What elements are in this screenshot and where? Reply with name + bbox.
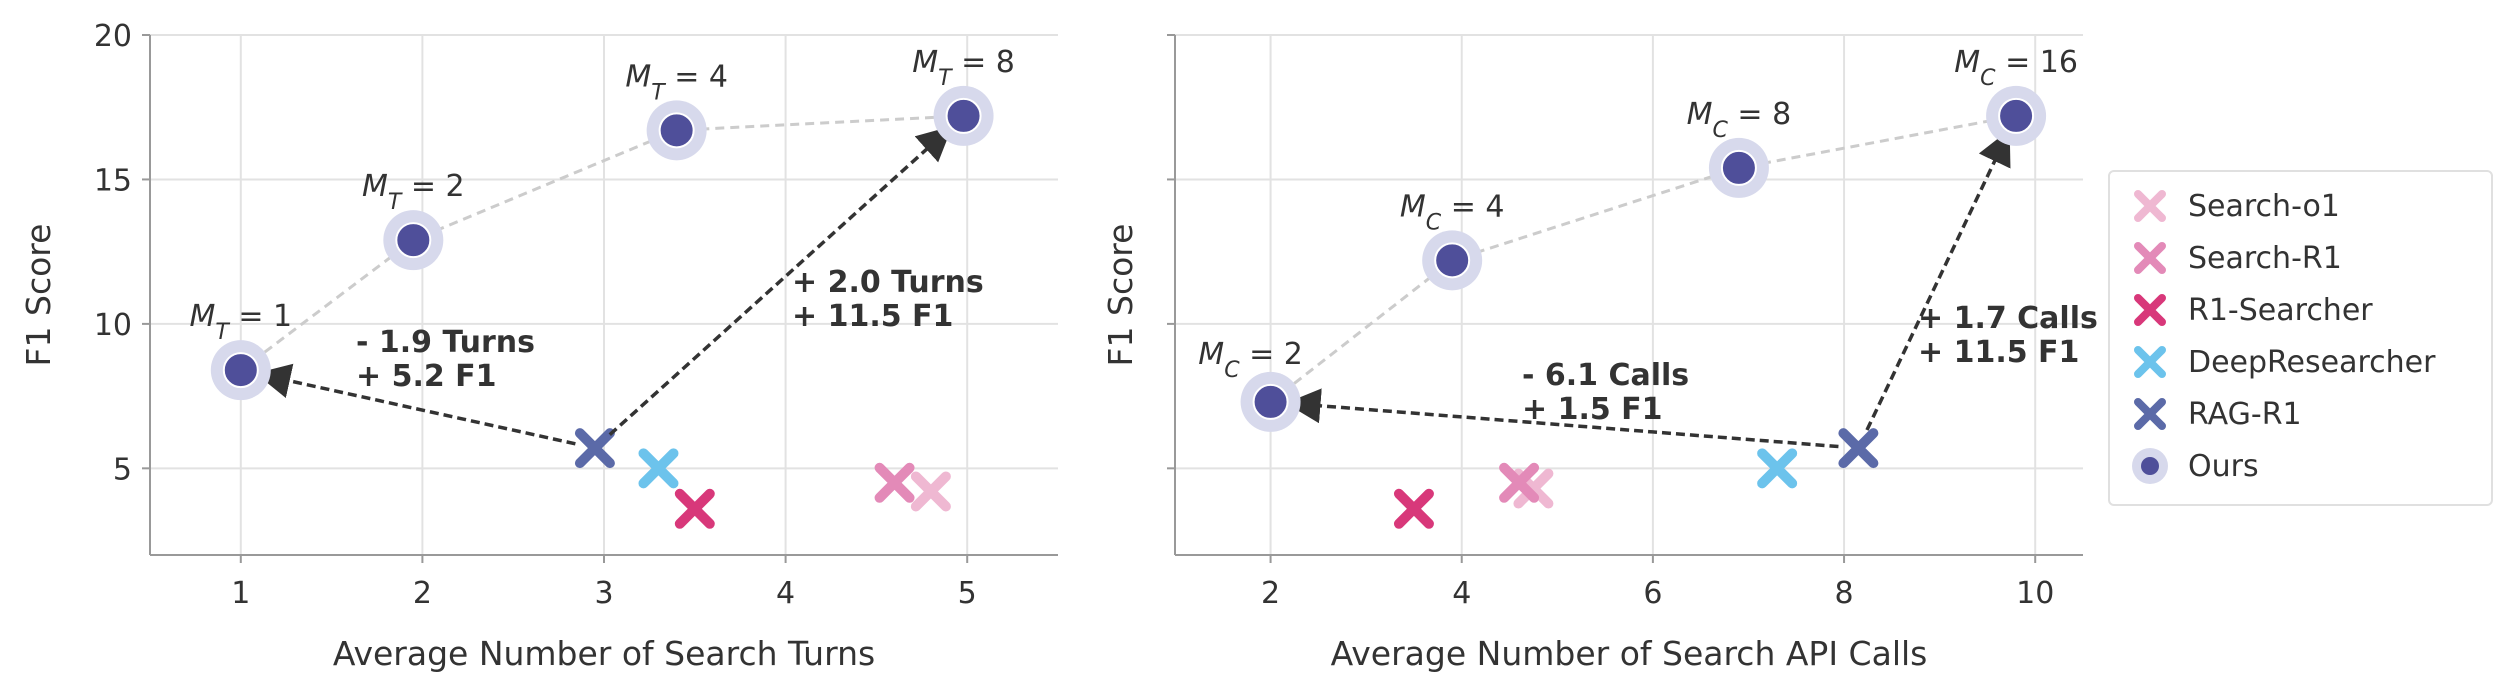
legend-label: Ours <box>2188 448 2259 484</box>
baseline-point-rag-r1 <box>574 428 615 469</box>
ours-point-label: MT = 4 <box>625 59 728 105</box>
y-tick-label: 10 <box>94 308 132 343</box>
annotation-line2: + 11.5 F1 <box>792 299 953 334</box>
ours-trend-line <box>239 114 964 372</box>
ours-point <box>1434 242 1471 279</box>
ours-point <box>222 352 259 389</box>
annotation-line1: - 6.1 Calls <box>1522 358 1689 393</box>
ours-point-label: MT = 8 <box>912 45 1015 91</box>
ours-point-label: MC = 2 <box>1198 337 1303 383</box>
legend-label: DeepResearcher <box>2188 344 2436 380</box>
y-tick-label: 15 <box>94 163 132 198</box>
x-tick-label: 1 <box>231 576 250 611</box>
ours-point-label: MT = 2 <box>362 169 465 215</box>
annotation-line2: + 11.5 F1 <box>1918 335 2079 370</box>
x-tick-label: 4 <box>776 576 795 611</box>
x-marker-icon <box>2134 190 2166 222</box>
annotation-line2: + 5.2 F1 <box>356 359 497 394</box>
baseline-point-rag-r1 <box>1838 428 1879 469</box>
ours-point <box>1998 97 2035 134</box>
legend-label: RAG-R1 <box>2188 396 2302 432</box>
ours-point <box>658 112 695 149</box>
baseline-point-search-r1 <box>874 462 915 503</box>
ours-point-label: MT = 1 <box>189 299 292 345</box>
baseline-point-search-o1 <box>910 471 951 512</box>
x-marker-icon <box>2134 242 2166 274</box>
circle-marker-icon <box>2132 448 2168 484</box>
baseline-point-r1-searcher <box>1393 488 1434 529</box>
improvement-arrow <box>1285 388 1839 449</box>
y-axis-label: F1 Score <box>19 224 58 367</box>
legend-label: R1-Searcher <box>2188 292 2373 328</box>
y-axis-label: F1 Score <box>1101 224 1140 367</box>
right-panel: 2 4 6 8 10 Average Number of Search API Calls… <box>1101 34 2098 673</box>
legend: Search-o1 Search-R1 R1-Searcher DeepRese… <box>2108 170 2493 506</box>
baseline-point-r1-searcher <box>674 488 715 529</box>
x-tick-label: 10 <box>2016 576 2054 611</box>
improvement-arrow <box>1865 129 2011 431</box>
ours-point-label: MC = 8 <box>1687 97 1792 143</box>
y-tick-label: 5 <box>113 452 132 487</box>
improvement-arrow <box>255 363 576 446</box>
x-tick-label: 5 <box>958 576 977 611</box>
x-tick-label: 8 <box>1835 576 1854 611</box>
baseline-point-search-r1 <box>1499 462 1540 503</box>
legend-item-rag-r1: RAG-R1 <box>2110 388 2302 440</box>
annotation-line1: - 1.9 Turns <box>356 325 535 360</box>
x-tick-label: 4 <box>1452 576 1471 611</box>
x-marker-icon <box>2134 294 2166 326</box>
baseline-point-deepresearcher <box>1757 448 1798 489</box>
improvement-arrow <box>608 125 953 437</box>
ours-point <box>395 222 432 259</box>
ours-point-label: MC = 16 <box>1954 45 2078 91</box>
left-panel: 1 2 3 4 5 5 10 15 20 Average Number of Search Tur… <box>19 19 1058 673</box>
legend-item-deepresearcher: DeepResearcher <box>2110 336 2435 388</box>
legend-item-search-r1: Search-R1 <box>2110 232 2342 284</box>
y-tick-label: 20 <box>94 19 132 54</box>
x-marker-icon <box>2134 398 2166 430</box>
annotation-line1: + 1.7 Calls <box>1918 301 2098 336</box>
x-axis-label: Average Number of Search API Calls <box>1331 634 1928 673</box>
x-marker-icon <box>2134 346 2166 378</box>
x-tick-label: 2 <box>413 576 432 611</box>
baseline-point-deepresearcher <box>638 448 679 489</box>
annotation-line2: + 1.5 F1 <box>1522 392 1663 427</box>
ours-point <box>945 97 982 134</box>
legend-item-ours: Ours <box>2110 440 2259 492</box>
ours-trend-line <box>1269 114 2017 404</box>
x-tick-label: 2 <box>1261 576 1280 611</box>
ours-point <box>1720 149 1757 186</box>
legend-label: Search-o1 <box>2188 188 2340 224</box>
x-axis-label: Average Number of Search Turns <box>333 634 875 673</box>
legend-item-search-o1: Search-o1 <box>2110 180 2340 232</box>
ours-point <box>1252 383 1289 420</box>
x-tick-label: 3 <box>594 576 613 611</box>
legend-item-r1-searcher: R1-Searcher <box>2110 284 2373 336</box>
x-tick-label: 6 <box>1643 576 1662 611</box>
ours-point-label: MC = 4 <box>1400 189 1505 235</box>
annotation-line1: + 2.0 Turns <box>792 265 984 300</box>
legend-label: Search-R1 <box>2188 240 2342 276</box>
